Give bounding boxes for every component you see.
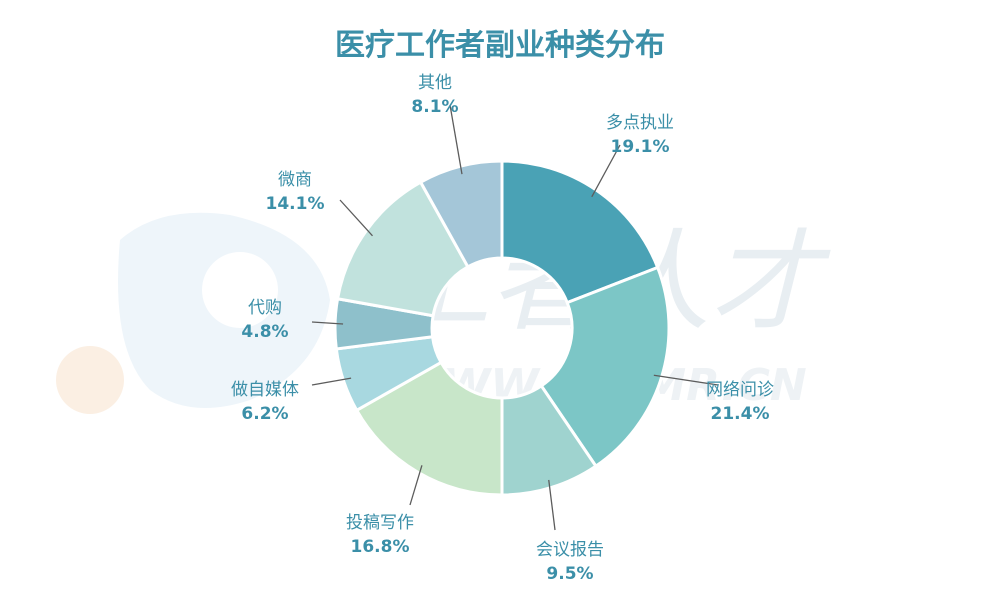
leader-line-6 (339, 199, 373, 237)
slice-label-2: 会议报告 (536, 540, 604, 560)
slice-label-3: 投稿写作 (346, 513, 414, 533)
slice-group (333, 159, 671, 497)
slice-label-6: 微商 (278, 170, 312, 190)
slice-label-group: 多点执业 19.1% 网络问诊 21.4% 会议报告 9.5% 投稿写作 16.8% 做自媒体 6… (231, 73, 774, 584)
leader-line-2 (548, 479, 556, 531)
chart-title: 医疗工作者副业种类分布 (335, 28, 665, 63)
slice-0 (500, 159, 660, 305)
watermark-orange-dot (56, 346, 124, 414)
slice-value-2: 9.5% (546, 564, 593, 584)
slice-3 (354, 360, 504, 497)
slice-value-0: 19.1% (611, 137, 670, 157)
slice-value-7: 8.1% (411, 97, 458, 117)
leader-line-4 (311, 377, 352, 386)
leader-line-3 (409, 465, 423, 506)
slice-value-5: 4.8% (241, 322, 288, 342)
slice-value-4: 6.2% (241, 404, 288, 424)
leader-line-5 (311, 321, 344, 325)
slice-value-3: 16.8% (351, 537, 410, 557)
slice-value-6: 14.1% (266, 194, 325, 214)
leader-line-0 (591, 144, 621, 198)
slice-label-1: 网络问诊 (706, 380, 774, 400)
slice-label-0: 多点执业 (606, 113, 674, 133)
leader-line-group (311, 104, 719, 531)
watermark-hole (202, 252, 278, 328)
slice-6 (335, 180, 470, 318)
slice-label-4: 做自媒体 (231, 380, 299, 400)
leader-line-1 (653, 374, 719, 386)
slice-label-7: 其他 (418, 73, 452, 93)
slice-value-1: 21.4% (711, 404, 770, 424)
slice-label-5: 代购 (248, 298, 282, 318)
slice-7 (418, 159, 504, 269)
leader-line-7 (449, 104, 463, 175)
slice-1 (539, 265, 671, 469)
